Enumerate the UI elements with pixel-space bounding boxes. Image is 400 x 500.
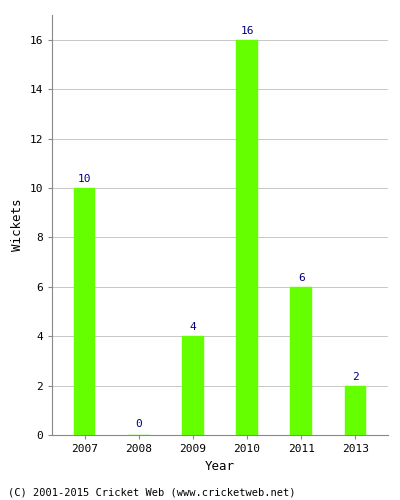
Bar	[236, 40, 258, 435]
Text: 2: 2	[352, 372, 359, 382]
X-axis label: Year: Year	[205, 460, 235, 472]
Text: 16: 16	[240, 26, 254, 36]
Text: 4: 4	[190, 322, 196, 332]
Y-axis label: Wickets: Wickets	[11, 198, 24, 251]
Bar	[74, 188, 95, 435]
Text: (C) 2001-2015 Cricket Web (www.cricketweb.net): (C) 2001-2015 Cricket Web (www.cricketwe…	[8, 488, 296, 498]
Text: 10: 10	[78, 174, 91, 184]
Bar	[290, 287, 312, 435]
Text: 0: 0	[135, 419, 142, 429]
Bar	[345, 386, 366, 435]
Text: 6: 6	[298, 273, 305, 283]
Bar	[182, 336, 204, 435]
